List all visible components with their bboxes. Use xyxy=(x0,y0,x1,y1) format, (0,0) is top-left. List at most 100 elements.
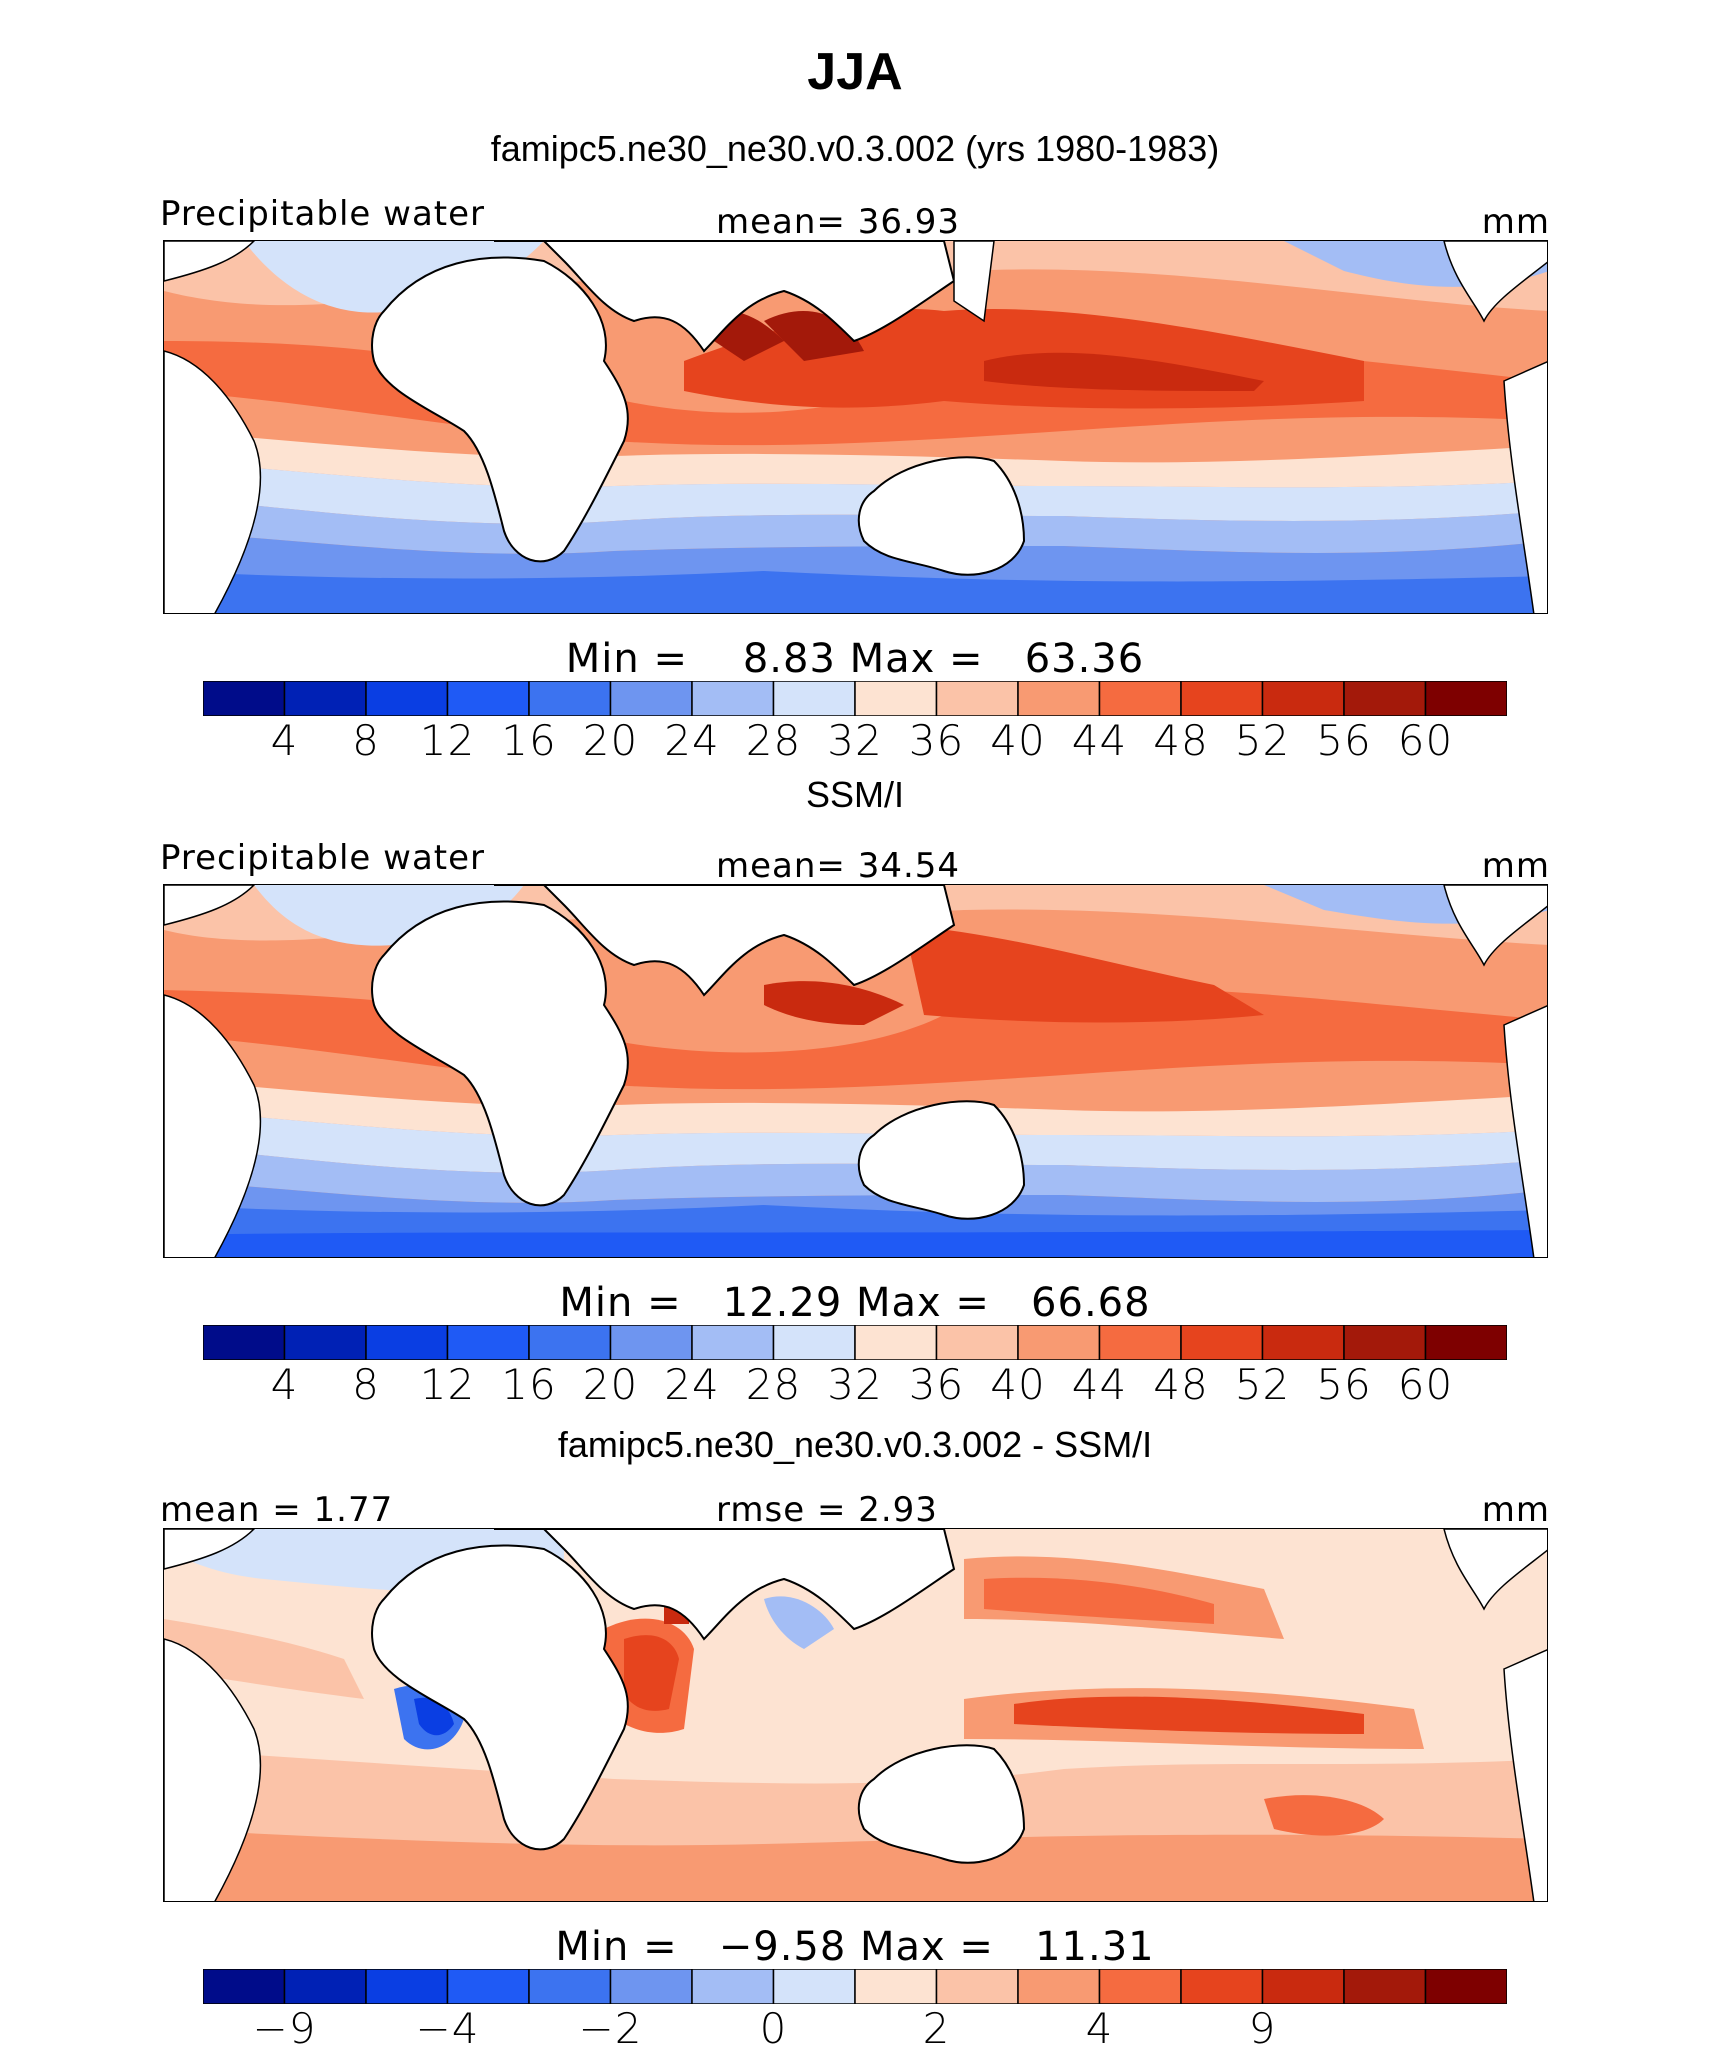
colorbar-1-swatch-10 xyxy=(1017,681,1101,716)
colorbar-3-swatch-12 xyxy=(1180,1969,1264,2004)
colorbar-1-tick-label: 20 xyxy=(582,716,639,765)
colorbar-2-tick-label: 60 xyxy=(1397,1360,1454,1409)
panel-1-mean-label: mean= 36.93 xyxy=(716,202,961,242)
panel-2-map xyxy=(163,884,1548,1258)
colorbar-3-swatch-4 xyxy=(528,1969,612,2004)
colorbar-2-tick-label: 20 xyxy=(582,1360,639,1409)
colorbar-1-tick-label: 8 xyxy=(352,716,380,765)
colorbar-3-swatch-3 xyxy=(446,1969,530,2004)
colorbar-1-swatch-1 xyxy=(283,681,367,716)
colorbar-3-swatch-15 xyxy=(1424,1969,1507,2004)
colorbar-2-swatch-15 xyxy=(1424,1325,1507,1360)
panel-3-field xyxy=(164,1529,1547,1901)
colorbar-1-tick-label: 28 xyxy=(745,716,802,765)
colorbar-3-swatch-0 xyxy=(203,1969,286,2004)
panel-3-heading: famipc5.ne30_ne30.v0.3.002 - SSM/I xyxy=(557,1424,1153,1465)
colorbar-1-tick-label: 4 xyxy=(270,716,299,765)
panel-1-variable-label: Precipitable water xyxy=(160,194,486,234)
colorbar-2-tick-label: 32 xyxy=(827,1360,883,1409)
panel-1-units-label: mm xyxy=(1481,202,1550,242)
colorbar-3-tick-label: 2 xyxy=(922,2004,951,2053)
colorbar-2-swatch-12 xyxy=(1180,1325,1264,1360)
colorbar-1-tick-label: 16 xyxy=(501,716,557,765)
colorbar-1-swatch-0 xyxy=(203,681,286,716)
colorbar-3-tick-label: 9 xyxy=(1248,2004,1277,2053)
panel-2-field xyxy=(164,885,1547,1257)
colorbar-1-swatch-2 xyxy=(365,681,449,716)
colorbar-2-swatch-14 xyxy=(1343,1325,1427,1360)
colorbar-1-tick-label: 52 xyxy=(1234,716,1291,765)
colorbar-3-tick-label: −4 xyxy=(415,2004,480,2053)
colorbar-1-tick-label: 48 xyxy=(1153,716,1209,765)
colorbar-3-swatch-11 xyxy=(1098,1969,1182,2004)
panel-2-units-label: mm xyxy=(1481,846,1550,886)
colorbar-3-swatch-6 xyxy=(691,1969,775,2004)
colorbar-1-swatch-15 xyxy=(1424,681,1507,716)
panel-3-units-label: mm xyxy=(1481,1490,1550,1530)
colorbar-2-tick-label: 56 xyxy=(1316,1360,1372,1409)
panel-1-colorbar xyxy=(203,681,1507,716)
panel-1-minmax: Min = 8.83 Max = 63.36 xyxy=(565,636,1145,682)
colorbar-1-tick-label: 24 xyxy=(664,716,720,765)
colorbar-2-swatch-10 xyxy=(1017,1325,1101,1360)
colorbar-3-tick-label: 4 xyxy=(1085,2004,1114,2053)
colorbar-2-tick-label: 8 xyxy=(352,1360,380,1409)
colorbar-3-tick-label: −2 xyxy=(578,2004,643,2053)
colorbar-1-swatch-7 xyxy=(772,681,856,716)
colorbar-1-swatch-13 xyxy=(1261,681,1345,716)
colorbar-1-swatch-3 xyxy=(446,681,530,716)
panel-3-rmse-label: rmse = 2.93 xyxy=(716,1490,938,1530)
panel-3-colorbar-ticks: −9 −4 −2 0 2 4 9 xyxy=(0,2004,1710,2053)
panel-3-minmax: Min = −9.58 Max = 11.31 xyxy=(555,1924,1155,1970)
colorbar-3-swatch-13 xyxy=(1261,1969,1345,2004)
colorbar-2-tick-label: 48 xyxy=(1153,1360,1209,1409)
panel-2-variable-label: Precipitable water xyxy=(160,838,486,878)
colorbar-1-tick-label: 56 xyxy=(1316,716,1372,765)
colorbar-2-swatch-0 xyxy=(203,1325,286,1360)
colorbar-2-swatch-5 xyxy=(609,1325,693,1360)
colorbar-2-swatch-2 xyxy=(365,1325,449,1360)
colorbar-1-swatch-9 xyxy=(935,681,1019,716)
colorbar-3-swatch-5 xyxy=(609,1969,693,2004)
colorbar-2-tick-label: 24 xyxy=(664,1360,720,1409)
colorbar-2-tick-label: 12 xyxy=(419,1360,476,1409)
colorbar-3-tick-label: −9 xyxy=(252,2004,317,2053)
figure-title: JJA xyxy=(807,43,903,101)
colorbar-1-tick-label: 12 xyxy=(419,716,476,765)
colorbar-3-swatch-9 xyxy=(935,1969,1019,2004)
colorbar-1-tick-label: 60 xyxy=(1397,716,1454,765)
colorbar-2-swatch-11 xyxy=(1098,1325,1182,1360)
colorbar-2-swatch-9 xyxy=(935,1325,1019,1360)
colorbar-1-swatch-6 xyxy=(691,681,775,716)
colorbar-2-swatch-6 xyxy=(691,1325,775,1360)
panel-2-minmax: Min = 12.29 Max = 66.68 xyxy=(559,1280,1151,1326)
colorbar-3-swatch-8 xyxy=(854,1969,938,2004)
colorbar-2-tick-label: 44 xyxy=(1071,1360,1128,1409)
colorbar-2-swatch-8 xyxy=(854,1325,938,1360)
colorbar-2-tick-label: 28 xyxy=(745,1360,802,1409)
panel-2-colorbar-ticks: 4 8 12 16 20 24 28 32 36 40 44 48 52 56 60 xyxy=(0,1360,1710,1409)
colorbar-1-tick-label: 32 xyxy=(827,716,883,765)
panel-1-map xyxy=(163,240,1548,614)
panel-3-colorbar xyxy=(203,1969,1507,2004)
colorbar-2-swatch-1 xyxy=(283,1325,367,1360)
colorbar-1-tick-label: 40 xyxy=(990,716,1046,765)
panel-1-colorbar-ticks: 4 8 12 16 20 24 28 32 36 40 44 48 52 56 60 xyxy=(0,716,1710,765)
panel-1-heading: famipc5.ne30_ne30.v0.3.002 (yrs 1980-198… xyxy=(490,128,1220,169)
colorbar-2-tick-label: 4 xyxy=(270,1360,299,1409)
panel-3-mean-label: mean = 1.77 xyxy=(160,1490,394,1530)
colorbar-3-swatch-14 xyxy=(1343,1969,1427,2004)
colorbar-2-tick-label: 36 xyxy=(908,1360,965,1409)
colorbar-1-swatch-4 xyxy=(528,681,612,716)
colorbar-1-swatch-8 xyxy=(854,681,938,716)
colorbar-1-swatch-12 xyxy=(1180,681,1264,716)
panel-2-colorbar xyxy=(203,1325,1507,1360)
colorbar-3-swatch-10 xyxy=(1017,1969,1101,2004)
colorbar-2-tick-label: 52 xyxy=(1234,1360,1291,1409)
colorbar-1-tick-label: 44 xyxy=(1071,716,1128,765)
panel-1-field xyxy=(164,241,1547,613)
panel-2-heading: SSM/I xyxy=(805,774,904,815)
panel-2-mean-label: mean= 34.54 xyxy=(716,846,961,886)
colorbar-2-swatch-3 xyxy=(446,1325,530,1360)
colorbar-2-tick-label: 16 xyxy=(501,1360,557,1409)
